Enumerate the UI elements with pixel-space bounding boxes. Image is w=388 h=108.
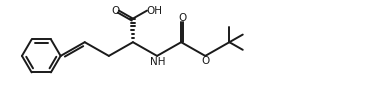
Text: O: O (178, 13, 187, 23)
Text: O: O (201, 56, 210, 66)
Text: OH: OH (147, 6, 163, 16)
Text: NH: NH (151, 57, 166, 67)
Text: O: O (111, 6, 120, 16)
